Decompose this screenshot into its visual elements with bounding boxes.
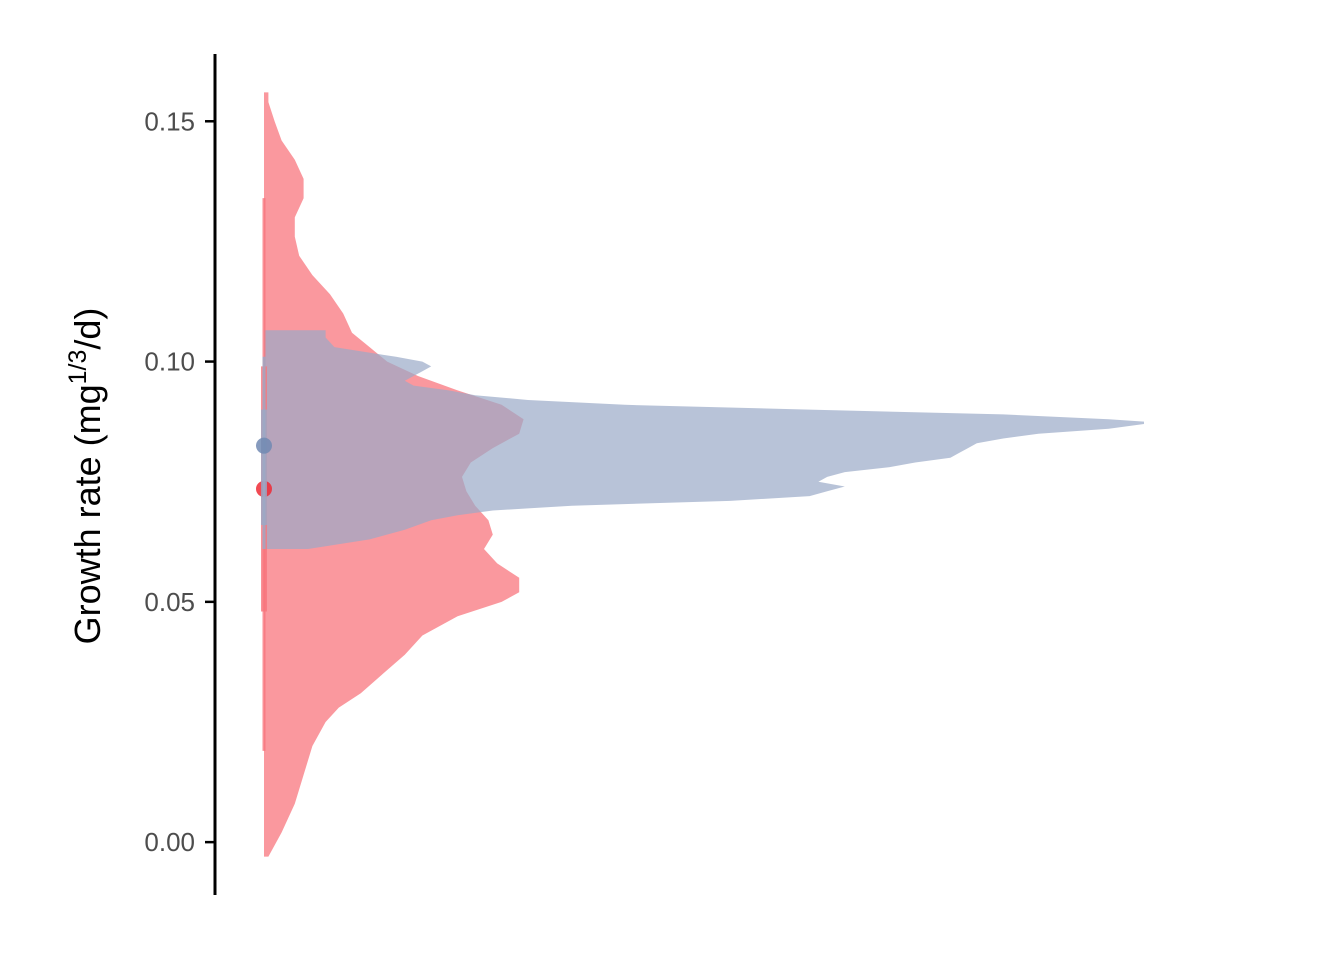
density-layer (264, 92, 1144, 857)
y-axis-title-superscript: 1/3 (64, 350, 92, 385)
density-shape-1 (264, 330, 1144, 549)
mean-point-1 (256, 437, 272, 454)
y-axis: 0.00 0.05 0.10 0.15 (144, 54, 217, 895)
y-axis-title: Growth rate (mg1/3/d) (64, 308, 108, 645)
interval-layer (256, 198, 272, 751)
y-tick-label: 0.15 (144, 106, 195, 136)
y-tick-label: 0.05 (144, 587, 195, 617)
y-axis-title-tail: /d) (67, 308, 108, 350)
y-tick-label: 0.00 (144, 827, 195, 857)
y-tick-label: 0.10 (144, 347, 195, 377)
y-axis-title-base: Growth rate (mg (67, 384, 108, 644)
